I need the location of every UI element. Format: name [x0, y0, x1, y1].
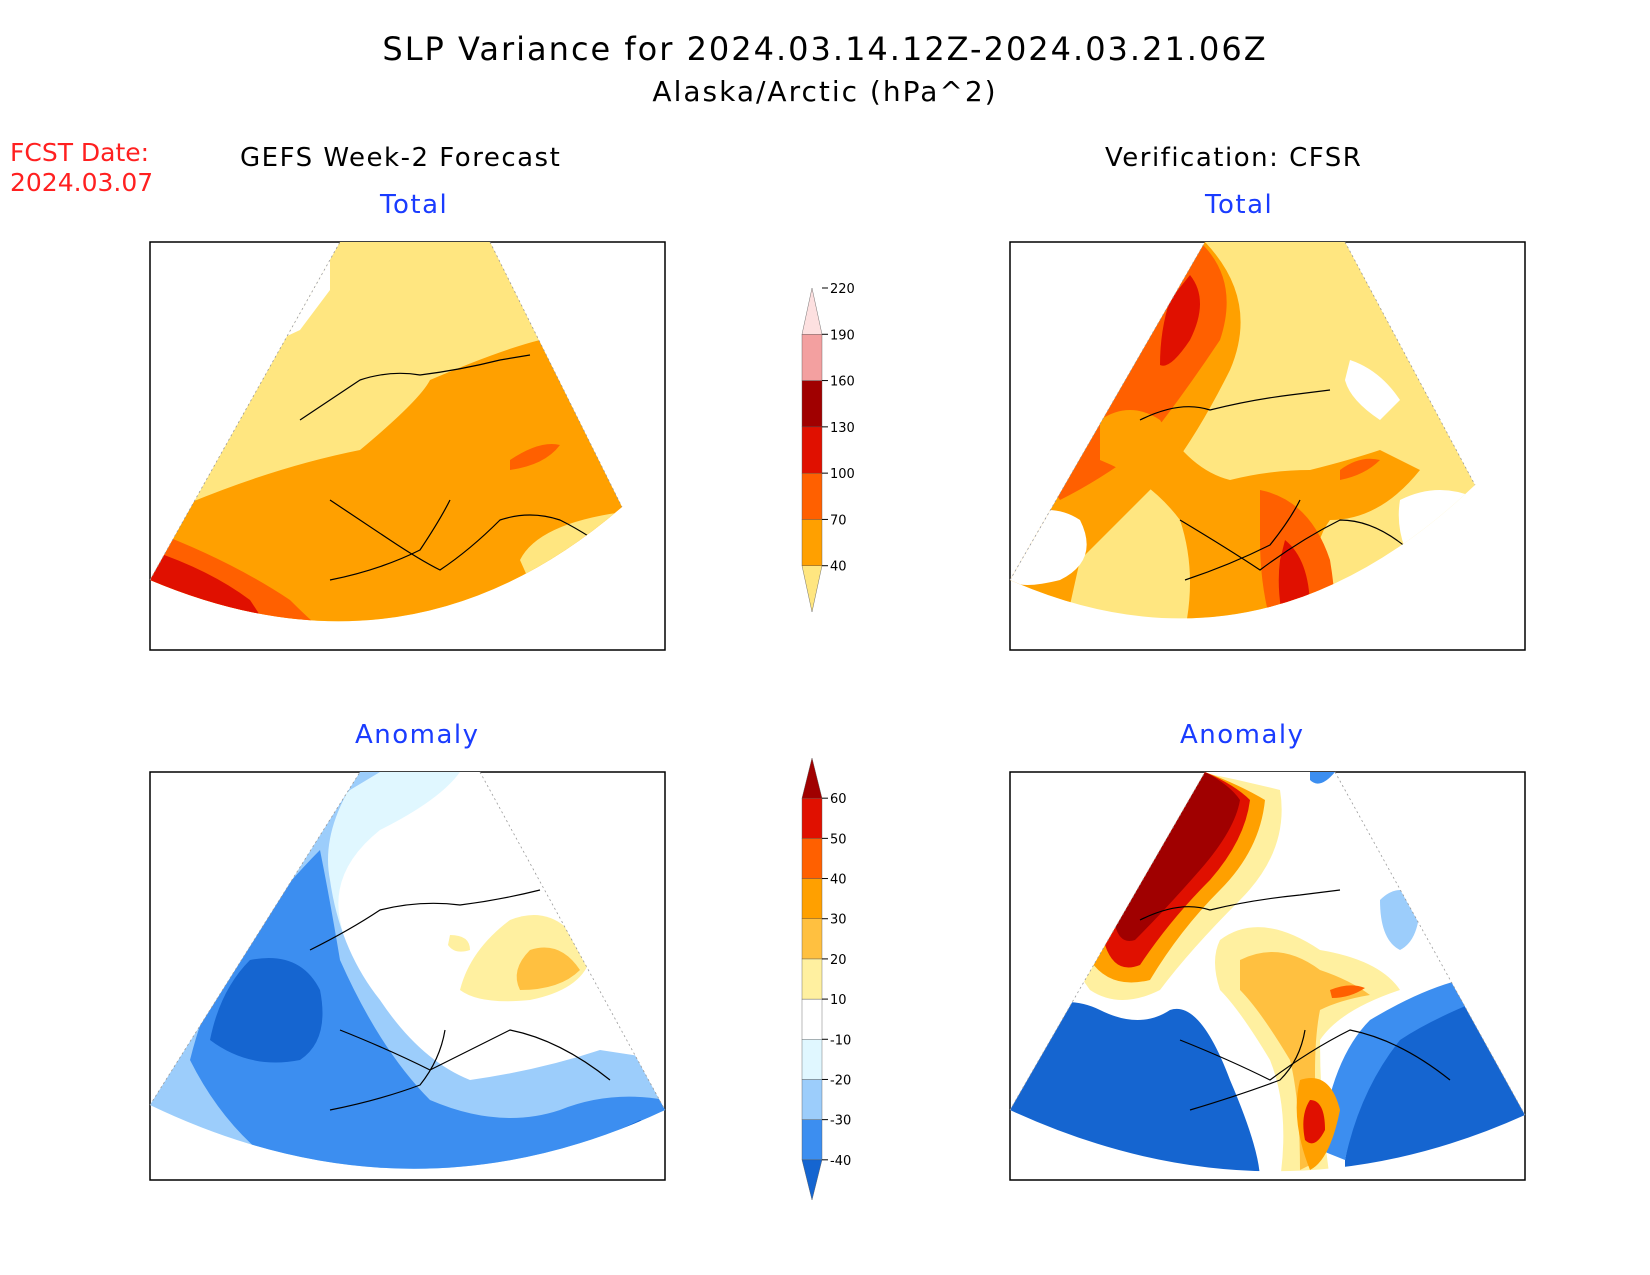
column-title-verification: Verification: CFSR: [1105, 143, 1363, 173]
fcst-date-value: 2024.03.07: [10, 168, 154, 197]
colorbar-total-label: 220: [830, 282, 855, 297]
subtitle-bottom-left: Anomaly: [355, 720, 480, 750]
colorbar-total-label: 160: [830, 375, 855, 390]
colorbar-anomaly-swatch: [801, 1119, 823, 1161]
colorbar-total-label: 190: [830, 328, 855, 343]
title-line1: SLP Variance for 2024.03.14.12Z-2024.03.…: [382, 30, 1268, 68]
colorbar-total-swatch: [801, 472, 823, 520]
colorbar-anomaly-swatch: [801, 797, 823, 839]
colorbar-total-label: 70: [830, 513, 847, 528]
colorbar-anomaly-swatch: [801, 918, 823, 960]
subtitle-top-left: Total: [380, 190, 449, 220]
subtitle-top-right: Total: [1205, 190, 1274, 220]
colorbar-anomaly-label: -20: [830, 1073, 851, 1088]
map-panel-bottom-right: [1009, 771, 1526, 1181]
colorbar-anomaly-label: 50: [830, 832, 847, 847]
colorbar-anomaly-swatch: [801, 1079, 823, 1120]
colorbar-anomaly-label: -40: [830, 1154, 851, 1169]
colorbar-anomaly-label: 30: [830, 913, 847, 928]
colorbar-anomaly-swatch: [801, 958, 823, 1000]
colorbar-anomaly-label: 40: [830, 873, 847, 888]
colorbar-anomaly-swatch: [801, 998, 823, 1040]
map-panel-top-right: [1009, 241, 1526, 651]
colorbar-total-label: 100: [830, 467, 855, 482]
colorbar-anomaly-swatch: [801, 838, 823, 879]
colorbar-anomaly-label: -10: [830, 1033, 851, 1048]
colorbar-total-swatch: [801, 519, 823, 566]
colorbar-total: 40 70 100 130 160 190 220: [801, 282, 855, 613]
colorbar-anomaly-swatch: [801, 1159, 823, 1201]
colorbar-total-label: 40: [830, 560, 847, 575]
colorbar-anomaly-label: 60: [830, 792, 847, 807]
colorbar-anomaly-swatch: [801, 757, 823, 799]
colorbar-anomaly-swatch: [801, 1039, 823, 1080]
map-panel-bottom-left: [149, 771, 666, 1181]
colorbar-anomaly-label: 10: [830, 993, 847, 1008]
colorbar-anomaly-label: 20: [830, 953, 847, 968]
colorbar-total-swatch: [801, 334, 823, 381]
colorbar-anomaly-swatch: [801, 878, 823, 919]
colorbar-total-swatch: [801, 426, 823, 474]
column-title-forecast: GEFS Week-2 Forecast: [240, 143, 562, 173]
subtitle-bottom-right: Anomaly: [1180, 720, 1305, 750]
title-line2: Alaska/Arctic (hPa^2): [652, 75, 998, 108]
colorbar-anomaly: -40 -30 -20 -10 10 20 30 40 50 60: [801, 757, 851, 1201]
colorbar-anomaly-label: -30: [830, 1114, 851, 1129]
colorbar-total-swatch: [801, 287, 823, 335]
colorbar-total-label: 130: [830, 421, 855, 436]
colorbar-total-swatch: [801, 565, 823, 613]
colorbar-total-swatch: [801, 380, 823, 428]
map-panel-top-left: [149, 241, 666, 651]
fcst-date-label: FCST Date:: [10, 138, 150, 167]
